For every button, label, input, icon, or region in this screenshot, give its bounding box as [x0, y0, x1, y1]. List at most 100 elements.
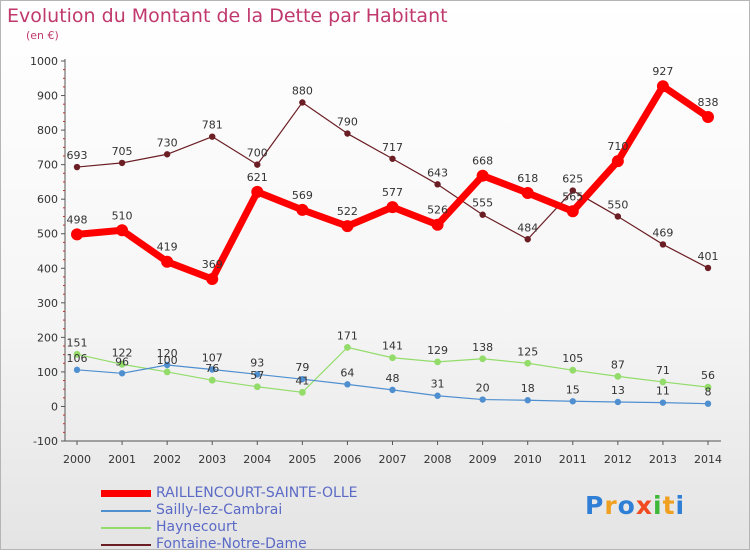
data-label-fontaine-notre-dame: 401 [698, 250, 719, 263]
logo-letter: o [617, 491, 636, 520]
logo-letter: P [585, 491, 605, 520]
data-point-fontaine-notre-dame [209, 133, 216, 140]
data-point-raillencourt-sainte-olle [161, 255, 174, 268]
data-label-raillencourt-sainte-olle: 618 [517, 172, 538, 185]
data-label-fontaine-notre-dame: 705 [112, 145, 133, 158]
data-label-fontaine-notre-dame: 693 [67, 149, 88, 162]
data-label-haynecourt: 122 [112, 346, 133, 359]
data-label-haynecourt: 87 [611, 358, 625, 371]
data-label-sailly-lez-cambrai: 31 [431, 378, 445, 391]
y-tick-label: 100 [37, 366, 58, 379]
legend-label: RAILLENCOURT-SAINTE-OLLE [156, 485, 358, 501]
y-tick-label: 0 [51, 400, 58, 413]
data-label-haynecourt: 129 [427, 344, 448, 357]
data-label-sailly-lez-cambrai: 106 [67, 352, 88, 365]
y-tick-label: 200 [37, 331, 58, 344]
y-tick-label: 800 [37, 124, 58, 137]
data-label-raillencourt-sainte-olle: 565 [562, 190, 583, 203]
data-point-raillencourt-sainte-olle [206, 272, 219, 285]
legend-label: Sailly-lez-Cambrai [156, 502, 283, 518]
data-point-raillencourt-sainte-olle [566, 205, 579, 218]
data-label-sailly-lez-cambrai: 15 [566, 383, 580, 396]
data-point-sailly-lez-cambrai [163, 361, 171, 369]
data-point-sailly-lez-cambrai [299, 375, 306, 383]
data-label-haynecourt: 141 [382, 340, 403, 353]
x-tick-label: 2009 [469, 453, 497, 466]
chart-title: Evolution du Montant de la Dette par Hab… [7, 5, 448, 27]
data-label-sailly-lez-cambrai: 48 [386, 372, 400, 385]
data-label-sailly-lez-cambrai: 64 [340, 366, 354, 379]
logo-letter: i [675, 491, 686, 520]
data-label-haynecourt: 71 [656, 364, 670, 377]
data-point-haynecourt [614, 373, 622, 380]
data-point-sailly-lez-cambrai [209, 366, 216, 373]
x-tick-label: 2001 [108, 453, 136, 466]
data-label-fontaine-notre-dame: 643 [427, 166, 448, 179]
data-point-raillencourt-sainte-olle [296, 203, 309, 216]
data-label-haynecourt: 41 [295, 374, 309, 387]
data-point-haynecourt [704, 383, 712, 391]
data-label-fontaine-notre-dame: 550 [607, 198, 628, 211]
data-point-raillencourt-sainte-olle [611, 155, 624, 168]
data-label-raillencourt-sainte-olle: 927 [652, 65, 673, 78]
data-label-raillencourt-sainte-olle: 838 [698, 96, 719, 109]
data-point-sailly-lez-cambrai [434, 392, 441, 399]
y-tick-label: 300 [37, 297, 58, 310]
data-label-haynecourt: 56 [701, 369, 715, 382]
data-point-fontaine-notre-dame [614, 213, 622, 220]
data-point-haynecourt [434, 358, 441, 366]
x-tick-label: 2002 [153, 453, 181, 466]
data-point-haynecourt [344, 343, 351, 351]
data-label-haynecourt: 57 [250, 369, 264, 382]
data-point-haynecourt [524, 359, 532, 367]
data-point-raillencourt-sainte-olle [386, 201, 399, 214]
data-label-fontaine-notre-dame: 790 [337, 116, 358, 129]
data-point-sailly-lez-cambrai [118, 370, 126, 377]
y-tick-label: 600 [37, 193, 58, 206]
data-point-fontaine-notre-dame [118, 159, 126, 167]
data-point-sailly-lez-cambrai [659, 399, 667, 406]
logo-letter: t [662, 491, 676, 520]
data-label-haynecourt: 171 [337, 329, 358, 342]
data-point-raillencourt-sainte-olle [521, 186, 534, 199]
data-point-fontaine-notre-dame [163, 151, 171, 158]
data-point-fontaine-notre-dame [254, 161, 261, 168]
data-point-sailly-lez-cambrai [524, 397, 531, 404]
data-point-haynecourt [569, 366, 577, 374]
data-point-haynecourt [73, 350, 81, 358]
logo-letter: x [635, 491, 653, 520]
data-label-sailly-lez-cambrai: 18 [521, 382, 535, 395]
y-tick-label: -100 [33, 435, 58, 448]
legend-swatch [101, 544, 151, 546]
data-point-fontaine-notre-dame [479, 211, 486, 218]
legend-label: Haynecourt [156, 519, 238, 535]
data-label-raillencourt-sainte-olle: 569 [292, 189, 313, 202]
data-label-fontaine-notre-dame: 484 [517, 221, 538, 234]
data-label-raillencourt-sainte-olle: 522 [337, 205, 358, 218]
data-point-fontaine-notre-dame [524, 236, 531, 243]
data-point-sailly-lez-cambrai [479, 396, 486, 403]
x-tick-label: 2010 [514, 453, 542, 466]
data-point-haynecourt [389, 354, 396, 362]
data-label-haynecourt: 100 [157, 354, 178, 367]
data-label-fontaine-notre-dame: 555 [472, 197, 493, 210]
y-tick-label: 400 [37, 262, 58, 275]
data-label-raillencourt-sainte-olle: 710 [607, 140, 628, 153]
data-label-sailly-lez-cambrai: 107 [202, 351, 223, 364]
x-tick-label: 2006 [333, 453, 361, 466]
x-tick-label: 2005 [288, 453, 316, 466]
data-label-fontaine-notre-dame: 717 [382, 141, 403, 154]
legend-swatch [101, 490, 151, 497]
data-label-sailly-lez-cambrai: 13 [611, 384, 625, 397]
x-tick-label: 2000 [63, 453, 91, 466]
legend-swatch [101, 510, 151, 512]
logo-letter: r [604, 491, 618, 520]
chart-unit: (en €) [26, 29, 59, 42]
x-tick-label: 2011 [559, 453, 587, 466]
data-label-sailly-lez-cambrai: 11 [656, 385, 670, 398]
data-point-fontaine-notre-dame [434, 181, 441, 188]
data-label-haynecourt: 138 [472, 341, 493, 354]
x-tick-label: 2013 [649, 453, 677, 466]
data-point-haynecourt [298, 388, 306, 396]
